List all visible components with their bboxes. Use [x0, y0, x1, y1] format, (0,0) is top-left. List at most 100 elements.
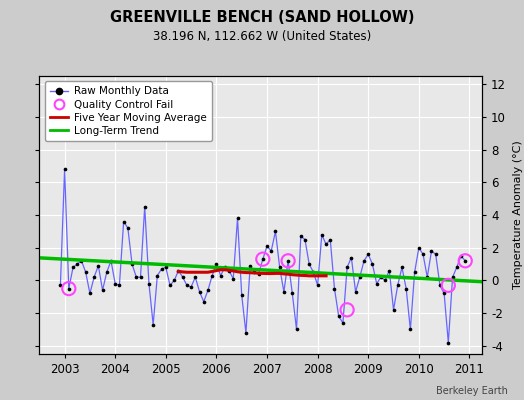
Point: [204, 287, 212, 294]
Point: [250, 269, 258, 276]
Point: [174, 267, 183, 274]
Point: [263, 243, 271, 249]
Point: [145, 280, 153, 287]
Point: [179, 274, 187, 280]
Point: [326, 236, 334, 243]
Point: [107, 258, 115, 264]
Point: [56, 282, 64, 288]
Point: [200, 298, 208, 305]
Point: [322, 241, 330, 248]
Point: [136, 274, 145, 280]
Point: [195, 289, 204, 295]
Point: [410, 269, 419, 276]
Point: [423, 274, 431, 280]
Point: [461, 258, 470, 264]
Point: [259, 256, 267, 262]
Point: [444, 339, 453, 346]
Point: [318, 232, 326, 238]
Point: [221, 264, 229, 270]
Point: [267, 248, 276, 254]
Point: [453, 264, 461, 270]
Point: [216, 272, 225, 279]
Point: [389, 307, 398, 313]
Point: [301, 236, 309, 243]
Point: [431, 251, 440, 258]
Point: [153, 272, 161, 279]
Point: [86, 290, 94, 297]
Point: [90, 274, 99, 280]
Point: [334, 313, 343, 320]
Point: [60, 166, 69, 172]
Point: [427, 248, 435, 254]
Point: [259, 256, 267, 262]
Point: [449, 274, 457, 280]
Point: [377, 274, 385, 280]
Point: [166, 282, 174, 288]
Point: [398, 264, 406, 270]
Point: [191, 274, 200, 280]
Point: [170, 277, 179, 284]
Point: [419, 251, 427, 258]
Point: [444, 282, 453, 288]
Point: [246, 262, 254, 269]
Point: [115, 282, 124, 288]
Point: [280, 289, 288, 295]
Point: [381, 277, 389, 284]
Point: [208, 272, 216, 279]
Point: [229, 276, 237, 282]
Point: [406, 326, 414, 333]
Point: [73, 261, 81, 267]
Point: [414, 244, 423, 251]
Point: [254, 271, 263, 277]
Point: [276, 264, 284, 270]
Point: [343, 264, 351, 270]
Point: [305, 261, 313, 267]
Point: [343, 307, 351, 313]
Point: [288, 290, 297, 297]
Point: [161, 264, 170, 270]
Point: [368, 261, 377, 267]
Point: [99, 287, 107, 294]
Point: [128, 261, 136, 267]
Point: [233, 215, 242, 222]
Point: [394, 282, 402, 288]
Point: [297, 233, 305, 240]
Point: [149, 321, 157, 328]
Point: [352, 289, 360, 295]
Point: [360, 258, 368, 264]
Point: [132, 274, 140, 280]
Legend: Raw Monthly Data, Quality Control Fail, Five Year Moving Average, Long-Term Tren: Raw Monthly Data, Quality Control Fail, …: [45, 81, 212, 141]
Point: [212, 261, 221, 267]
Point: [183, 282, 191, 288]
Point: [271, 228, 280, 234]
Point: [77, 258, 85, 264]
Point: [124, 225, 132, 231]
Point: [284, 258, 292, 264]
Point: [356, 274, 364, 280]
Point: [187, 284, 195, 290]
Point: [103, 269, 111, 276]
Point: [347, 254, 356, 261]
Point: [82, 269, 90, 276]
Point: [225, 267, 233, 274]
Y-axis label: Temperature Anomaly (°C): Temperature Anomaly (°C): [513, 141, 523, 289]
Point: [292, 326, 301, 333]
Point: [364, 251, 373, 258]
Point: [157, 266, 166, 272]
Point: [330, 285, 339, 292]
Point: [111, 280, 119, 287]
Point: [402, 285, 410, 292]
Point: [313, 282, 322, 288]
Point: [64, 285, 73, 292]
Point: [309, 269, 318, 276]
Text: Berkeley Earth: Berkeley Earth: [436, 386, 508, 396]
Point: [339, 320, 347, 326]
Point: [237, 292, 246, 298]
Point: [69, 264, 77, 270]
Text: 38.196 N, 112.662 W (United States): 38.196 N, 112.662 W (United States): [153, 30, 371, 43]
Point: [461, 258, 470, 264]
Point: [373, 280, 381, 287]
Point: [436, 282, 444, 288]
Point: [457, 253, 465, 259]
Point: [94, 262, 103, 269]
